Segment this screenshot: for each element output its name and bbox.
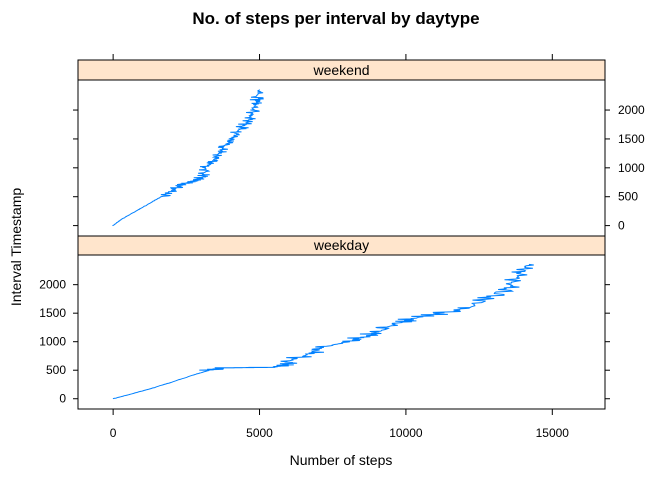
x-tick-label: 0 xyxy=(110,426,117,440)
x-axis-label: Number of steps xyxy=(290,452,393,468)
y-tick-label-weekend: 2000 xyxy=(618,103,645,117)
strip-label-weekend: weekend xyxy=(312,62,369,78)
y-tick-label-weekend: 1000 xyxy=(618,161,645,175)
y-tick-label-weekday: 1500 xyxy=(39,306,66,320)
strip-label-weekday: weekday xyxy=(313,237,369,253)
y-tick-label-weekend: 0 xyxy=(618,219,625,233)
y-tick-label-weekday: 2000 xyxy=(39,278,66,292)
x-tick-label: 5000 xyxy=(246,426,273,440)
x-tick-label: 10000 xyxy=(389,426,423,440)
y-tick-label-weekday: 1000 xyxy=(39,335,66,349)
y-tick-label-weekend: 1500 xyxy=(618,132,645,146)
series-line-weekend xyxy=(112,89,264,227)
chart-title: No. of steps per interval by daytype xyxy=(192,9,479,28)
y-axis-label: Interval Timestamp xyxy=(8,188,24,306)
y-tick-label-weekday: 0 xyxy=(59,392,66,406)
series-line-weekday xyxy=(112,263,534,400)
panel-border-weekday xyxy=(77,254,606,410)
y-tick-label-weekday: 500 xyxy=(46,363,66,377)
y-tick-label-weekend: 500 xyxy=(618,190,638,204)
x-tick-label: 15000 xyxy=(536,426,570,440)
plot-layer: weekend 0 500 1000 1500 2000 weekday 0 500 1000 15… xyxy=(39,54,645,440)
panel-border-weekend xyxy=(77,79,606,237)
